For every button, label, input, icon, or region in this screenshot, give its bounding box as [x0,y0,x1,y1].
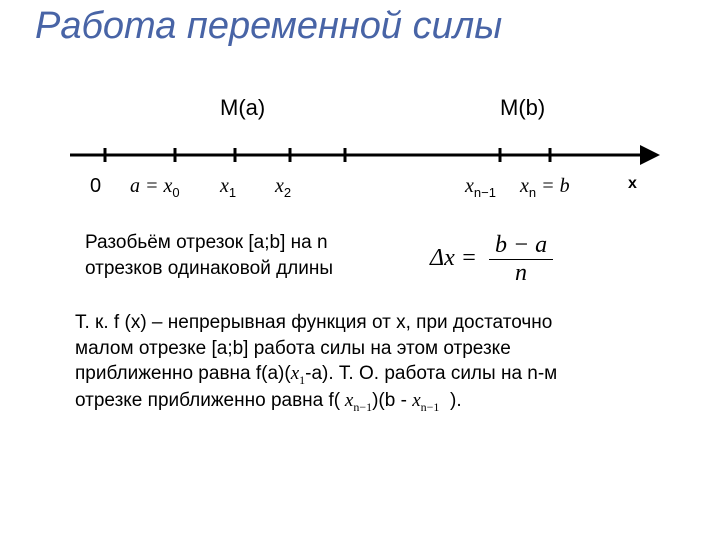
fraction-den: n [489,260,553,287]
paragraph-explanation: Т. к. f (x) – непрерывная функция от х, … [75,310,615,415]
label-m-a: M(a) [220,95,265,121]
label-m-b: M(b) [500,95,545,121]
number-line-diagram: M(a) M(b) 0 a = x0 x1 x2 xn−1 xn = b x [70,95,660,205]
page-title: Работа переменной силы [35,5,502,48]
label-zero: 0 [90,175,101,198]
fraction: b − a n [489,232,553,287]
slide: Работа переменной силы M(a) M(b) 0 a = x… [0,0,720,540]
delta-x-lhs: Δx = [430,245,477,271]
fraction-num: b − a [489,232,553,260]
paragraph-partition: Разобьём отрезок [a;b] на n отрезков оди… [85,230,385,281]
label-xn-eq-b: xn = b [520,175,570,200]
axis-svg [70,135,660,175]
label-x2: x2 [275,175,291,200]
label-x1: x1 [220,175,236,200]
label-a-eq-x0: a = x0 [130,175,180,200]
label-axis-x: x [628,175,637,193]
formula-delta-x: Δx = b − a n [430,232,553,287]
label-xn-1: xn−1 [465,175,496,200]
